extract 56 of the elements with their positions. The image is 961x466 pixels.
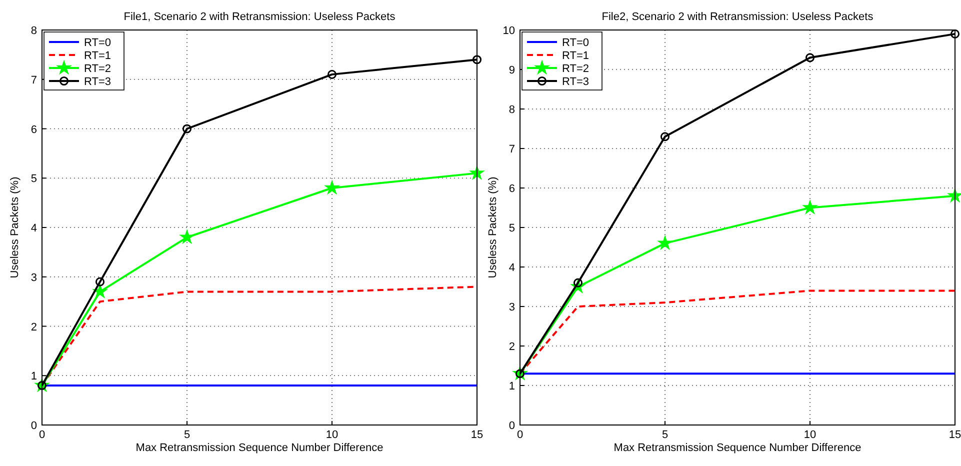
y-axis-title: Useless Packets (%)	[487, 176, 499, 278]
x-tick-label: 0	[516, 429, 524, 441]
legend-label: RT=0	[84, 37, 112, 49]
legend-label: RT=3	[562, 76, 590, 88]
y-tick-label: 2	[508, 341, 515, 353]
x-tick-label: 5	[184, 429, 190, 441]
x-axis-title: Max Retransmission Sequence Number Difference	[136, 442, 384, 454]
point	[472, 55, 482, 64]
point	[470, 166, 484, 179]
point	[327, 70, 337, 79]
x-axis-title: Max Retransmission Sequence Number Difference	[614, 442, 862, 454]
y-tick-label: 5	[30, 173, 37, 186]
legend-label: RT=1	[562, 50, 590, 62]
y-tick-label: 1	[508, 380, 515, 392]
y-tick-label: 8	[508, 104, 515, 116]
y-tick-label: 4	[508, 262, 515, 274]
y-tick-label: 5	[508, 222, 515, 234]
point	[180, 230, 194, 243]
point	[95, 277, 105, 286]
y-tick-label: 3	[30, 272, 37, 284]
y-tick-label: 0	[508, 420, 515, 432]
legend-label: RT=2	[84, 63, 112, 75]
legend-label: RT=0	[562, 37, 590, 49]
y-tick-label: 1	[30, 370, 37, 383]
y-tick-label: 3	[508, 302, 515, 314]
legend-label: RT=2	[562, 63, 590, 75]
y-tick-label: 8	[30, 25, 37, 37]
x-tick-label: 5	[662, 429, 668, 441]
point	[948, 189, 961, 202]
point	[804, 201, 816, 214]
y-tick-label: 0	[30, 420, 37, 432]
y-axis-title: Useless Packets (%)	[9, 176, 21, 278]
y-tick-label: 6	[508, 183, 515, 195]
y-tick-label: 6	[30, 124, 37, 136]
x-tick-label: 15	[470, 429, 484, 441]
y-tick-label: 7	[30, 74, 37, 86]
point	[660, 132, 670, 142]
point	[950, 29, 960, 38]
x-tick-label: 10	[326, 429, 338, 441]
point	[94, 284, 106, 298]
y-tick-label: 2	[30, 321, 37, 334]
y-tick-label: 10	[502, 25, 515, 37]
legend-label: RT=3	[84, 76, 112, 88]
point	[658, 236, 672, 249]
y-tick-label: 9	[508, 64, 515, 76]
point	[182, 124, 192, 134]
y-tick-label: 4	[30, 222, 37, 234]
chart-title: File1, Scenario 2 with Retransmission: Useless Packets	[124, 11, 396, 23]
y-tick-label: 7	[508, 144, 515, 156]
x-tick-label: 10	[804, 429, 816, 441]
chart-title: File2, Scenario 2 with Retransmission: Useless Packets	[602, 11, 874, 23]
point	[326, 181, 338, 194]
x-tick-label: 15	[948, 429, 961, 441]
point	[805, 53, 815, 62]
legend-label: RT=1	[84, 50, 112, 62]
x-tick-label: 0	[38, 429, 46, 441]
